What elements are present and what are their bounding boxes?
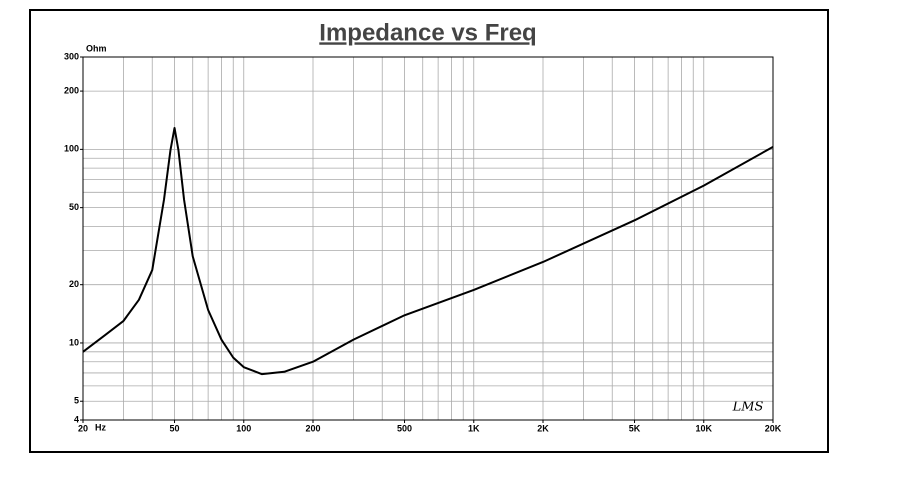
x-tick-label: 1K xyxy=(468,423,480,433)
y-tick-label: 5 xyxy=(74,396,79,406)
x-tick-label: 500 xyxy=(397,423,412,433)
x-tick-label: 20 xyxy=(78,423,88,433)
impedance-line xyxy=(82,126,774,376)
y-tick-label: 20 xyxy=(69,279,79,289)
x-tick-label: 200 xyxy=(305,423,320,433)
y-axis-label: Ohm xyxy=(86,43,107,53)
chart-title: Impedance vs Freq xyxy=(319,19,536,46)
x-tick-label: 2K xyxy=(537,423,549,433)
x-axis-label: Hz xyxy=(95,422,106,432)
y-tick-label: 100 xyxy=(64,144,79,154)
x-tick-label: 100 xyxy=(236,423,251,433)
x-tick-label: 5K xyxy=(629,423,641,433)
y-tick-label: 4 xyxy=(74,414,79,424)
x-tick-label: 50 xyxy=(170,423,180,433)
x-tick-label: 20K xyxy=(765,423,782,433)
y-tick-label: 300 xyxy=(64,51,79,61)
frame xyxy=(29,9,829,453)
y-tick-label: 10 xyxy=(69,337,79,347)
annotation: LMS xyxy=(732,400,764,415)
plot-area xyxy=(82,56,774,421)
y-tick-label: 50 xyxy=(69,202,79,212)
y-tick-label: 200 xyxy=(64,85,79,95)
x-tick-label: 10K xyxy=(696,423,713,433)
